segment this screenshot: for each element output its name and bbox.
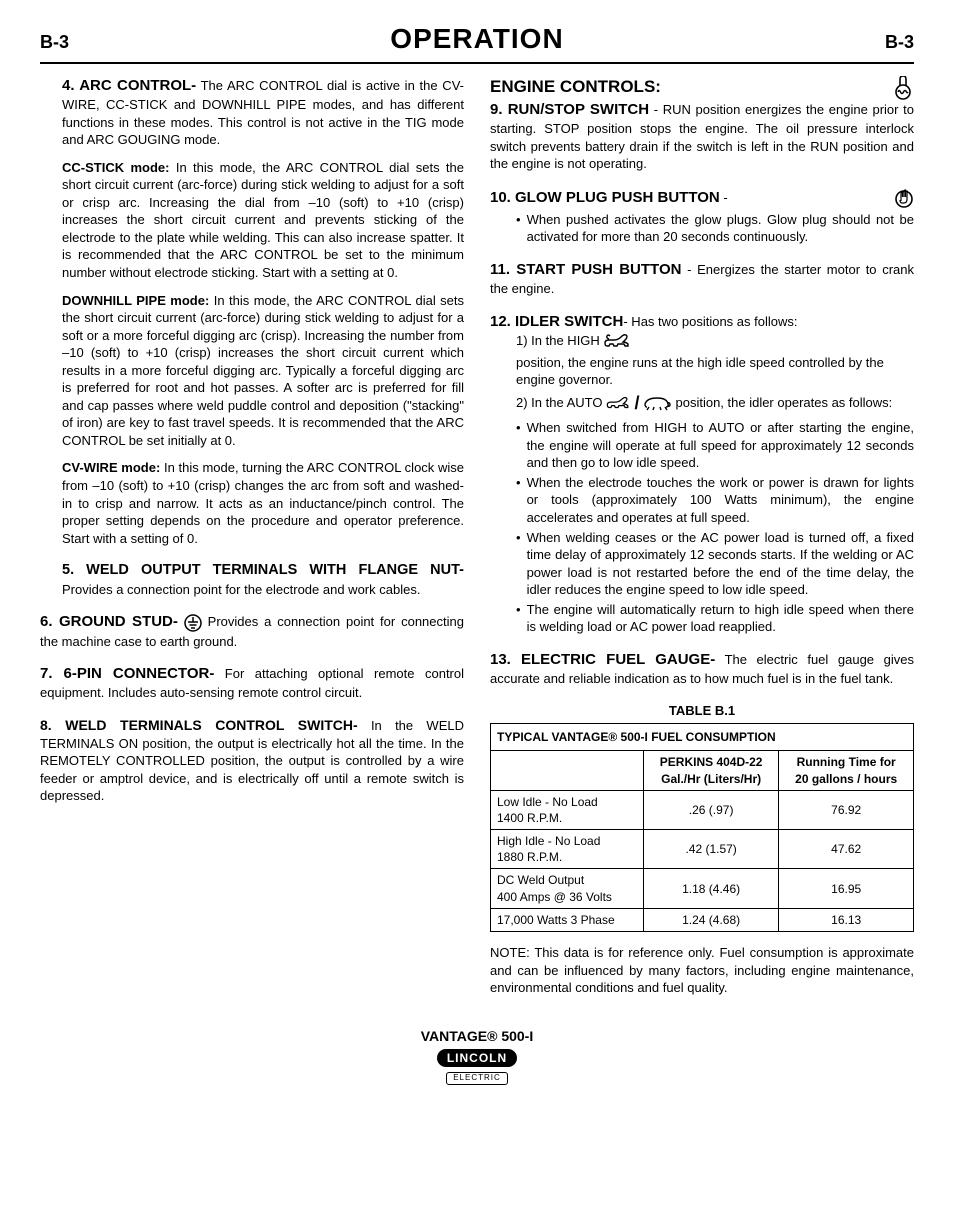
table-title: TABLE B.1 bbox=[490, 702, 914, 720]
weld-terminals-body: Provides a connection point for the elec… bbox=[62, 582, 420, 597]
page-footer: VANTAGE® 500-I LINCOLN ELECTRIC bbox=[40, 1027, 914, 1085]
section-idler-switch: 12. IDLER SWITCH- Has two positions as f… bbox=[490, 312, 914, 636]
run-stop-lead: 9. RUN/STOP SWITCH bbox=[490, 101, 649, 118]
turtle-icon bbox=[643, 395, 671, 411]
table-col2-head: Running Time for20 gallons / hours bbox=[779, 751, 914, 790]
idler-bullet-0: When switched from HIGH to AUTO or after… bbox=[527, 419, 914, 472]
table-caption: TYPICAL VANTAGE® 500-I FUEL CONSUMPTION bbox=[491, 724, 914, 751]
table-row: High Idle - No Load1880 R.P.M. .42 (1.57… bbox=[491, 830, 914, 869]
bullet-dot: • bbox=[516, 474, 521, 527]
right-column: ENGINE CONTROLS: 9. RUN/STOP SWITCH - RU… bbox=[490, 76, 914, 997]
idler-bullet-1: When the electrode touches the work or p… bbox=[527, 474, 914, 527]
table-row: 17,000 Watts 3 Phase 1.24 (4.68) 16.13 bbox=[491, 908, 914, 931]
downhill-label: DOWNHILL PIPE mode: bbox=[62, 293, 209, 308]
cc-stick-body: In this mode, the ARC CONTROL dial sets … bbox=[62, 160, 464, 280]
idler-lead: 12. IDLER SWITCH bbox=[490, 313, 623, 330]
electric-badge: ELECTRIC bbox=[446, 1072, 508, 1085]
weld-switch-lead: 8. WELD TERMINALS CONTROL SWITCH- bbox=[40, 717, 358, 733]
idler-line2a: 2) In the AUTO bbox=[516, 394, 602, 412]
section-6pin: 7. 6-PIN CONNECTOR- For attaching option… bbox=[40, 664, 464, 702]
header-left: B-3 bbox=[40, 30, 69, 54]
slash: / bbox=[634, 391, 639, 415]
section-glow-plug: 10. GLOW PLUG PUSH BUTTON - •When pushed… bbox=[490, 187, 914, 246]
glow-plug-bullet: When pushed activates the glow plugs. Gl… bbox=[527, 211, 914, 246]
rabbit-icon bbox=[604, 332, 630, 350]
start-button-lead: 11. START PUSH BUTTON bbox=[490, 261, 681, 278]
ground-stud-lead: 6. GROUND STUD- bbox=[40, 613, 178, 630]
glow-plug-dash: - bbox=[720, 190, 728, 205]
weld-terminals-lead: 5. WELD OUTPUT TERMINALS WITH FLANGE NUT… bbox=[62, 562, 464, 578]
idler-bullet-2: When welding ceases or the AC power load… bbox=[527, 529, 914, 599]
bullet-dot: • bbox=[516, 419, 521, 472]
table-note: NOTE: This data is for reference only. F… bbox=[490, 944, 914, 997]
table-row: Low Idle - No Load1400 R.P.M. .26 (.97) … bbox=[491, 790, 914, 829]
section-fuel-gauge: 13. ELECTRIC FUEL GAUGE- The electric fu… bbox=[490, 650, 914, 688]
section-run-stop: 9. RUN/STOP SWITCH - RUN position energi… bbox=[490, 100, 914, 173]
bullet-dot: • bbox=[516, 601, 521, 636]
section-arc-control: 4. ARC CONTROL- The ARC CONTROL dial is … bbox=[40, 76, 464, 547]
glow-plug-lead: 10. GLOW PLUG PUSH BUTTON bbox=[490, 189, 720, 206]
section-weld-terminals: 5. WELD OUTPUT TERMINALS WITH FLANGE NUT… bbox=[40, 561, 464, 598]
section-weld-switch: 8. WELD TERMINALS CONTROL SWITCH- In the… bbox=[40, 716, 464, 805]
bullet-dot: • bbox=[516, 529, 521, 599]
ground-icon bbox=[184, 614, 202, 632]
cc-stick-label: CC-STICK mode: bbox=[62, 160, 169, 175]
table-blank-head bbox=[491, 751, 644, 790]
lincoln-badge: LINCOLN bbox=[437, 1049, 517, 1067]
six-pin-lead: 7. 6-PIN CONNECTOR- bbox=[40, 665, 214, 682]
downhill-body: In this mode, the ARC CONTROL dial sets … bbox=[62, 293, 464, 448]
idler-line1b: position, the engine runs at the high id… bbox=[516, 354, 914, 389]
footer-product: VANTAGE® 500-I bbox=[40, 1027, 914, 1046]
glow-coil-icon bbox=[892, 76, 914, 100]
header-title: OPERATION bbox=[390, 20, 563, 58]
engine-controls-heading-row: ENGINE CONTROLS: bbox=[490, 76, 914, 100]
engine-controls-heading: ENGINE CONTROLS: bbox=[490, 76, 661, 99]
arc-control-lead: 4. ARC CONTROL- bbox=[62, 77, 196, 94]
idler-body: - Has two positions as follows: bbox=[623, 314, 797, 329]
glow-hand-icon bbox=[894, 187, 914, 209]
cv-wire-label: CV-WIRE mode: bbox=[62, 460, 160, 475]
section-start-button: 11. START PUSH BUTTON - Energizes the st… bbox=[490, 260, 914, 298]
table-col1-head: PERKINS 404D-22Gal./Hr (Liters/Hr) bbox=[643, 751, 778, 790]
idler-line2b: position, the idler operates as follows: bbox=[675, 394, 892, 412]
left-column: 4. ARC CONTROL- The ARC CONTROL dial is … bbox=[40, 76, 464, 997]
section-ground-stud: 6. GROUND STUD- Provides a connection po… bbox=[40, 612, 464, 650]
rabbit-icon-2 bbox=[606, 395, 630, 411]
page-header: B-3 OPERATION B-3 bbox=[40, 20, 914, 64]
table-row: DC Weld Output400 Amps @ 36 Volts 1.18 (… bbox=[491, 869, 914, 908]
bullet-dot: • bbox=[516, 211, 521, 246]
idler-bullet-3: The engine will automatically return to … bbox=[527, 601, 914, 636]
content-columns: 4. ARC CONTROL- The ARC CONTROL dial is … bbox=[40, 76, 914, 997]
fuel-table: TYPICAL VANTAGE® 500-I FUEL CONSUMPTION … bbox=[490, 723, 914, 932]
fuel-gauge-lead: 13. ELECTRIC FUEL GAUGE- bbox=[490, 651, 715, 668]
header-right: B-3 bbox=[885, 30, 914, 54]
idler-line1a: 1) In the HIGH bbox=[516, 332, 600, 350]
